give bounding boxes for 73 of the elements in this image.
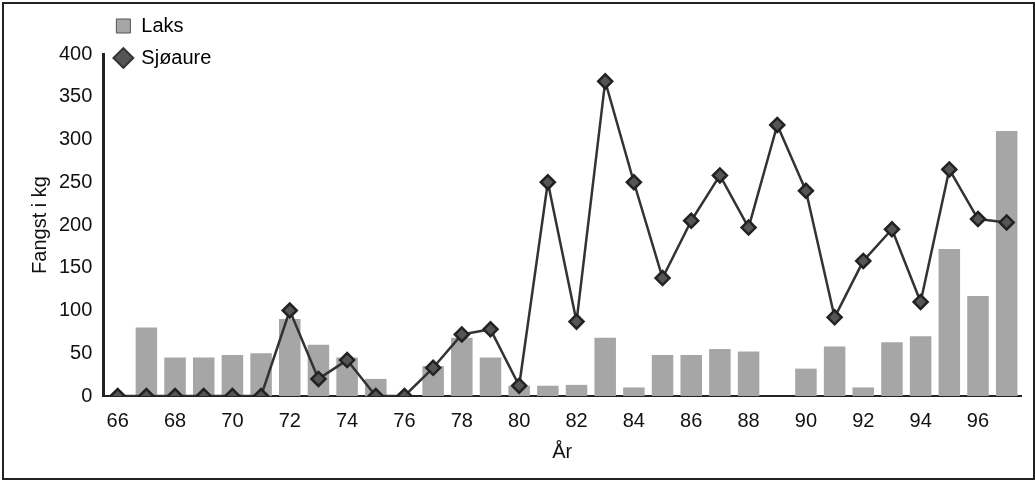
x-tick-label: 66 [106,408,129,431]
x-tick-label: 68 [163,408,187,431]
point [453,326,471,343]
x-tick-label: 84 [622,408,645,431]
bar [909,336,932,396]
point [539,174,557,191]
bar [279,319,301,396]
point [769,116,786,134]
x-tick-label: 86 [680,408,703,431]
x-tick-label: 80 [508,408,531,431]
bar [881,342,903,396]
y-tick-label: 300 [58,127,93,150]
point [998,214,1015,231]
point [826,309,843,326]
y-tick-label: 400 [58,41,93,64]
point [596,73,614,90]
x-tick-label: 92 [852,408,875,431]
bar [479,357,502,396]
point [912,293,929,311]
point [711,167,729,184]
x-tick-label: 70 [221,408,244,431]
bar [537,385,559,396]
bar [709,348,731,396]
bar [938,248,961,396]
legend-label: Sjøaure [141,45,212,68]
point [797,182,815,200]
point [510,377,528,394]
point [338,351,356,369]
bar [737,351,760,396]
point [941,161,958,178]
point [883,221,901,238]
bar [164,357,186,396]
y-tick-label: 250 [58,169,93,192]
x-tick-label: 96 [966,408,990,431]
bar [823,346,846,396]
bar [680,354,702,396]
y-axis-title: Fangst i kg [27,176,50,274]
x-tick-label: 90 [794,408,818,431]
x-tick-label: 94 [909,408,932,431]
point [855,252,872,270]
point [654,269,671,287]
bar [451,337,473,396]
point [682,212,700,229]
x-tick-label: 74 [335,408,359,431]
x-tick-label: 78 [450,408,473,431]
y-tick-label: 350 [58,84,93,107]
bar [995,130,1018,396]
point [424,359,442,377]
point [969,210,987,228]
bar [795,368,817,396]
bar [852,387,875,396]
y-tick-label: 0 [81,383,93,406]
bar [565,384,588,396]
point [568,313,585,330]
x-tick-label: 88 [737,408,760,431]
y-tick-label: 200 [58,212,93,235]
legend-label: Laks [141,13,184,36]
y-tick-label: 100 [58,298,93,321]
bar [135,327,158,396]
x-tick-label: 76 [393,408,416,431]
point [281,302,299,319]
bar [651,354,674,396]
bar [967,295,989,396]
x-axis-title: År [552,439,573,462]
bar [623,387,645,396]
y-tick-label: 50 [70,340,93,363]
y-tick-label: 150 [58,255,93,278]
x-tick-label: 82 [565,408,588,431]
bar [594,337,616,396]
point [482,321,499,338]
point [740,219,757,236]
x-tick-label: 72 [278,408,301,431]
point [625,174,643,191]
